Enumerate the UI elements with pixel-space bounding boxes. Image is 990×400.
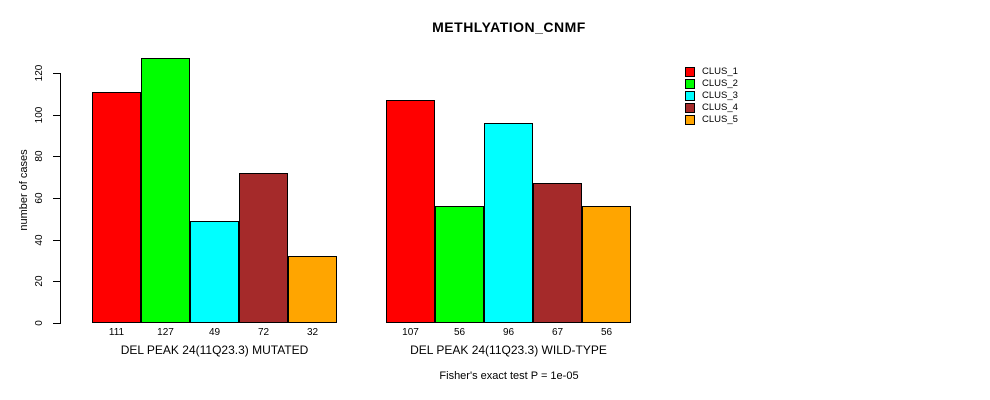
bar-clus_1-group1 <box>92 92 141 323</box>
y-axis-title: number of cases <box>18 149 30 231</box>
y-tick-label: 0 <box>34 320 45 326</box>
legend-item: CLUS_2 <box>685 78 738 90</box>
bar-value-label: 72 <box>257 327 270 338</box>
y-tick <box>53 323 60 324</box>
y-tick <box>53 115 60 116</box>
y-tick <box>53 281 60 282</box>
y-tick <box>53 198 60 199</box>
y-tick-label: 60 <box>34 192 45 204</box>
legend-swatch <box>685 91 695 101</box>
chart-title: METHLYATION_CNMF <box>432 19 586 35</box>
bar-clus_4-group1 <box>239 173 288 323</box>
bar-clus_5-group1 <box>288 256 337 323</box>
legend-item: CLUS_3 <box>685 90 738 102</box>
legend-label: CLUS_5 <box>702 114 738 125</box>
legend-label: CLUS_2 <box>702 78 738 89</box>
footnote: Fisher's exact test P = 1e-05 <box>439 370 579 382</box>
legend-swatch <box>685 79 695 89</box>
y-tick-label: 40 <box>34 234 45 246</box>
bar-value-label: 56 <box>600 327 613 338</box>
y-tick-label: 100 <box>34 106 45 124</box>
bar-value-label: 49 <box>208 327 221 338</box>
legend-swatch <box>685 67 695 77</box>
y-tick-label: 80 <box>34 150 45 162</box>
legend-label: CLUS_1 <box>702 66 738 77</box>
bar-value-label: 107 <box>402 327 419 338</box>
bar-value-label: 67 <box>551 327 564 338</box>
bar-clus_3-group2 <box>484 123 533 323</box>
y-tick <box>53 240 60 241</box>
legend-swatch <box>685 103 695 113</box>
y-tick-label: 20 <box>34 275 45 287</box>
legend-item: CLUS_4 <box>685 102 738 114</box>
bar-clus_1-group2 <box>386 100 435 323</box>
legend-label: CLUS_3 <box>702 90 738 101</box>
bar-clus_3-group1 <box>190 221 239 323</box>
legend-swatch <box>685 115 695 125</box>
group-label: DEL PEAK 24(11Q23.3) MUTATED <box>120 343 309 357</box>
y-tick-label: 120 <box>34 64 45 82</box>
y-tick <box>53 73 60 74</box>
y-axis-line <box>60 73 61 324</box>
bar-value-label: 56 <box>453 327 466 338</box>
bar-value-label: 127 <box>157 327 174 338</box>
legend-item: CLUS_5 <box>685 114 738 126</box>
bar-clus_2-group2 <box>435 206 484 323</box>
bar-clus_2-group1 <box>141 58 190 323</box>
legend-label: CLUS_4 <box>702 102 738 113</box>
legend-item: CLUS_1 <box>685 66 738 78</box>
y-tick <box>53 156 60 157</box>
group-label: DEL PEAK 24(11Q23.3) WILD-TYPE <box>410 343 607 357</box>
bar-value-label: 32 <box>306 327 319 338</box>
bar-value-label: 96 <box>502 327 515 338</box>
bar-clus_5-group2 <box>582 206 631 323</box>
bar-value-label: 111 <box>108 327 125 338</box>
bar-clus_4-group2 <box>533 183 582 323</box>
legend: CLUS_1 CLUS_2 CLUS_3 CLUS_4 CLUS_5 <box>685 66 738 126</box>
